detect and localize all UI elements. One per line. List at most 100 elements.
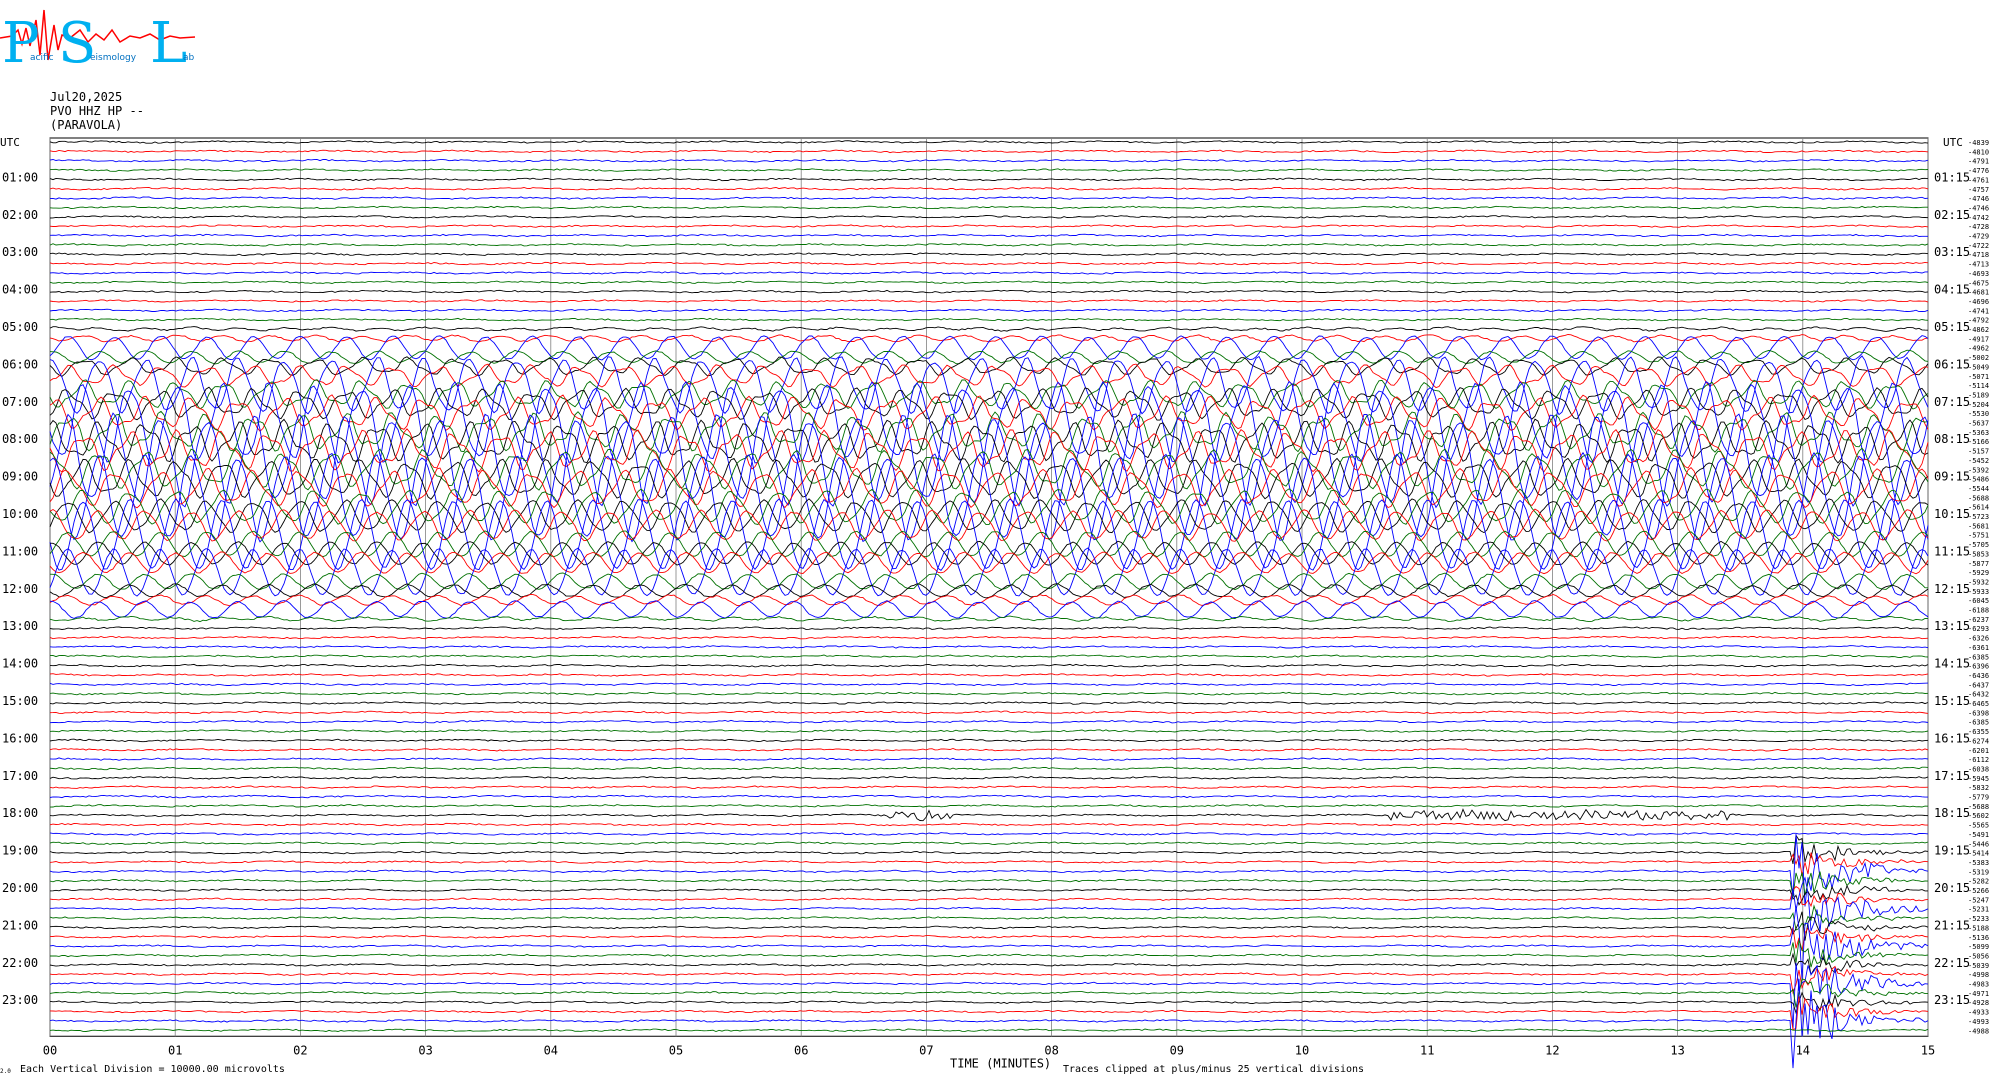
trace-value-label: -5204 xyxy=(1968,401,1989,409)
trace-value-label: -6437 xyxy=(1968,681,1989,689)
left-hour-label: 15:00 xyxy=(2,694,38,708)
trace-value-label: -4746 xyxy=(1968,204,1989,212)
right-hour-label: 11:15 xyxy=(1934,544,1970,558)
trace-line xyxy=(49,834,1929,907)
right-hour-label: 04:15 xyxy=(1934,283,1970,297)
trace-value-label: -4791 xyxy=(1968,158,1989,166)
trace-line xyxy=(49,673,1929,677)
right-hour-label: 06:15 xyxy=(1934,357,1970,371)
x-tick-label: 01 xyxy=(168,1043,182,1057)
trace-value-label: -4998 xyxy=(1968,971,1989,979)
trace-line xyxy=(49,349,1929,365)
trace-line xyxy=(49,927,1929,952)
trace-value-label: -4928 xyxy=(1968,999,1989,1007)
header-date: Jul20,2025 xyxy=(50,90,123,104)
trace-value-label: -5530 xyxy=(1968,410,1989,418)
trace-value-label: -5491 xyxy=(1968,831,1989,839)
left-axis-title: UTC xyxy=(0,136,20,149)
trace-value-label: -6398 xyxy=(1968,709,1989,717)
trace-line xyxy=(49,457,1929,500)
trace-line xyxy=(49,140,1929,144)
trace-value-label: -5166 xyxy=(1968,438,1989,446)
trace-value-label: -6326 xyxy=(1968,635,1989,643)
trace-line xyxy=(49,280,1929,284)
trace-value-label: -5188 xyxy=(1968,924,1989,932)
trace-line xyxy=(49,594,1929,607)
trace-line xyxy=(49,719,1929,724)
trace-line xyxy=(49,187,1929,191)
trace-value-label: -5002 xyxy=(1968,354,1989,362)
left-hour-label: 19:00 xyxy=(2,844,38,858)
left-hour-label: 13:00 xyxy=(2,619,38,633)
trace-line xyxy=(49,804,1929,808)
right-hour-label: 01:15 xyxy=(1934,170,1970,184)
trace-value-label: -5231 xyxy=(1968,906,1989,914)
trace-line xyxy=(49,852,1929,876)
left-hour-label: 20:00 xyxy=(2,881,38,895)
trace-value-label: -5319 xyxy=(1968,868,1989,876)
x-tick-label: 10 xyxy=(1295,1043,1309,1057)
trace-value-label: -5136 xyxy=(1968,934,1989,942)
trace-value-label: -4728 xyxy=(1968,223,1989,231)
trace-value-label: -5189 xyxy=(1968,391,1989,399)
trace-line xyxy=(50,876,1929,932)
right-hour-label: 21:15 xyxy=(1934,918,1970,932)
right-hour-label: 17:15 xyxy=(1934,769,1970,783)
trace-line xyxy=(49,158,1929,163)
trace-line xyxy=(49,691,1929,696)
right-hour-label: 23:15 xyxy=(1934,993,1970,1007)
trace-line xyxy=(49,224,1929,228)
trace-value-label: -5832 xyxy=(1968,784,1989,792)
trace-value-label: -6432 xyxy=(1968,691,1989,699)
left-hour-label: 12:00 xyxy=(2,582,38,596)
trace-line xyxy=(49,252,1929,256)
trace-line xyxy=(49,884,1928,906)
trace-line xyxy=(49,363,1929,389)
trace-line xyxy=(49,261,1929,266)
trace-value-label: -5688 xyxy=(1968,803,1989,811)
trace-line xyxy=(49,487,1929,526)
trace-line xyxy=(49,663,1929,668)
trace-line xyxy=(49,841,1929,845)
trace-line xyxy=(49,498,1929,572)
x-tick-label: 14 xyxy=(1796,1043,1810,1057)
trace-value-label: -5392 xyxy=(1968,466,1989,474)
trace-line xyxy=(49,196,1929,200)
trace-line xyxy=(49,682,1929,686)
right-hour-label: 19:15 xyxy=(1934,844,1970,858)
x-tick-label: 07 xyxy=(919,1043,933,1057)
right-hour-label: 09:15 xyxy=(1934,470,1970,484)
trace-value-label: -5452 xyxy=(1968,457,1989,465)
trace-value-label: -6396 xyxy=(1968,663,1989,671)
trace-value-label: -4971 xyxy=(1968,990,1989,998)
trace-value-label: -4810 xyxy=(1968,148,1989,156)
header-station: (PARAVOLA) xyxy=(50,118,123,132)
trace-line xyxy=(49,177,1929,182)
trace-line xyxy=(49,962,1929,1029)
trace-value-label: -5247 xyxy=(1968,896,1989,904)
trace-line xyxy=(49,498,1929,534)
trace-line xyxy=(49,508,1929,542)
left-hour-label: 17:00 xyxy=(2,769,38,783)
right-axis-title: UTC xyxy=(1943,136,1963,149)
trace-line xyxy=(49,952,1929,976)
trace-line xyxy=(49,530,1929,558)
trace-line xyxy=(49,205,1928,210)
trace-value-label: -4722 xyxy=(1968,242,1989,250)
logo-word-eismology: eismology xyxy=(90,53,137,63)
right-hour-label: 08:15 xyxy=(1934,432,1970,446)
trace-line xyxy=(49,996,1929,1031)
trace-line xyxy=(49,233,1928,238)
trace-value-label: -5853 xyxy=(1968,550,1989,558)
trace-line xyxy=(49,317,1929,322)
trace-line xyxy=(49,600,1929,620)
trace-line xyxy=(49,326,1929,332)
trace-value-label: -4696 xyxy=(1968,298,1989,306)
trace-value-label: -4792 xyxy=(1968,317,1989,325)
trace-line xyxy=(49,766,1929,771)
trace-value-label: -5637 xyxy=(1968,420,1989,428)
trace-line xyxy=(49,822,1928,827)
trace-line xyxy=(49,168,1929,172)
trace-value-label: -6361 xyxy=(1968,644,1989,652)
trace-value-label: -6385 xyxy=(1968,653,1989,661)
